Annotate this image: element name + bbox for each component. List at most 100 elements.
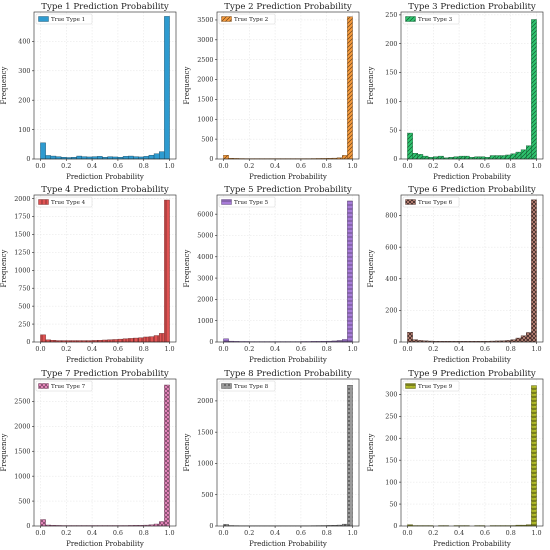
x-tick-label: 0.0 — [402, 529, 412, 537]
histogram-bar — [342, 339, 348, 343]
legend-label: True Type 4 — [51, 200, 86, 206]
y-tick-label: 0 — [393, 338, 397, 346]
y-tick-label: 0 — [209, 522, 213, 530]
legend-swatch — [221, 199, 232, 205]
x-tick-label: 0.8 — [139, 162, 149, 170]
histogram-bar — [412, 339, 418, 343]
y-tick-label: 2500 — [14, 398, 30, 406]
chart-title: Type 7 Prediction Probability — [41, 369, 169, 379]
x-tick-label: 0.4 — [87, 345, 97, 353]
y-axis-label: Frequency — [367, 250, 375, 288]
legend-box — [402, 13, 460, 25]
legend-box — [35, 380, 93, 392]
histogram-bar — [223, 338, 229, 343]
histogram-bar — [489, 155, 496, 160]
histogram-bar — [97, 156, 103, 160]
y-tick-label: 50 — [389, 500, 397, 508]
legend: True Type 3 — [402, 13, 460, 25]
gridlines — [217, 195, 359, 343]
legend-box — [402, 380, 460, 392]
histogram-bar — [510, 339, 517, 343]
histogram-bar — [347, 16, 353, 160]
bars — [223, 385, 353, 527]
histogram-bar — [81, 156, 88, 160]
legend-swatch — [38, 383, 49, 389]
x-axis-label: Prediction Probability — [433, 540, 511, 548]
y-tick-label: 1000 — [14, 472, 30, 480]
histogram-panel-8: Type 8 Prediction Probability 0.0 0.2 0.4 0.… — [183, 369, 360, 548]
histogram-bar — [347, 385, 353, 527]
histogram-bar — [40, 519, 46, 527]
x-tick-label: 0.4 — [270, 162, 280, 170]
y-tick-label: 1250 — [14, 249, 30, 257]
x-tick-label: 1.0 — [347, 162, 357, 170]
y-axis-label: Frequency — [367, 434, 375, 472]
y-tick-label: 500 — [18, 302, 30, 310]
legend: True Type 2 — [218, 13, 276, 25]
legend: True Type 1 — [35, 13, 93, 25]
legend: True Type 7 — [35, 380, 93, 392]
histogram-bar — [342, 155, 348, 160]
histogram-bar — [112, 339, 119, 343]
x-tick-label: 0.0 — [218, 162, 228, 170]
x-tick-label: 0.2 — [244, 345, 254, 353]
y-tick-label: 5000 — [197, 232, 213, 240]
histogram-panel-5: Type 5 Prediction Probability 0.0 0.2 0.4 0.… — [183, 185, 360, 364]
x-tick-label: 0.6 — [480, 345, 490, 353]
histogram-bar — [138, 337, 144, 343]
chart-title: Type 2 Prediction Probability — [224, 2, 352, 12]
x-tick-label: 0.0 — [35, 529, 45, 537]
x-tick-label: 0.6 — [480, 162, 490, 170]
histogram-bar — [453, 156, 460, 160]
histogram-panel-9: Type 9 Prediction Probability 0.0 0.2 0.4 0.… — [367, 369, 544, 548]
y-tick-label: 1500 — [14, 447, 30, 455]
y-tick-label: 600 — [385, 243, 397, 251]
y-axis-label: Frequency — [183, 434, 191, 472]
histogram-bar — [153, 153, 160, 160]
x-tick-label: 0.8 — [506, 345, 516, 353]
bars — [40, 199, 170, 343]
x-tick-label: 0.8 — [506, 529, 516, 537]
x-axis-label: Prediction Probability — [66, 173, 144, 181]
histogram-bar — [86, 156, 93, 160]
gridlines — [217, 12, 359, 160]
y-tick-label: 2000 — [197, 397, 213, 405]
histogram-panel-6: Type 6 Prediction Probability 0.0 0.2 0.4 0.… — [367, 185, 544, 364]
plot-frame — [33, 194, 177, 343]
y-tick-label: 2000 — [14, 195, 30, 203]
y-axis-label: Frequency — [183, 67, 191, 105]
y-tick-label: 500 — [201, 135, 213, 143]
bars — [407, 385, 537, 527]
x-tick-label: 0.2 — [61, 529, 71, 537]
x-tick-label: 0.6 — [480, 529, 490, 537]
y-axis-label: Frequency — [183, 250, 191, 288]
histogram-bar — [164, 16, 170, 160]
legend-label: True Type 5 — [234, 200, 269, 206]
x-tick-label: 0.2 — [428, 529, 438, 537]
legend-swatch — [221, 16, 232, 22]
histogram-bar — [122, 156, 129, 160]
chart-title: Type 5 Prediction Probability — [224, 185, 352, 195]
x-tick-label: 0.2 — [61, 162, 71, 170]
histogram-bar — [531, 385, 537, 527]
x-tick-label: 0.4 — [87, 162, 97, 170]
legend-swatch — [405, 16, 416, 22]
x-tick-label: 1.0 — [164, 529, 174, 537]
bars — [40, 16, 170, 160]
x-tick-label: 1.0 — [531, 529, 541, 537]
bars — [407, 199, 537, 343]
histogram-bar — [122, 338, 129, 343]
histogram-bar — [433, 156, 439, 160]
chart-title: Type 6 Prediction Probability — [408, 185, 536, 195]
histogram-bar — [515, 151, 522, 160]
y-tick-label: 0 — [26, 522, 30, 530]
y-tick-label: 100 — [18, 126, 30, 134]
x-tick-label: 0.4 — [454, 529, 464, 537]
x-axis-label: Prediction Probability — [249, 173, 327, 181]
legend-label: True Type 8 — [234, 384, 269, 390]
gridlines — [401, 12, 543, 160]
histogram-bar — [412, 153, 418, 160]
histogram-bar — [531, 199, 537, 343]
y-tick-label: 200 — [385, 434, 397, 442]
histogram-bar — [223, 155, 229, 160]
